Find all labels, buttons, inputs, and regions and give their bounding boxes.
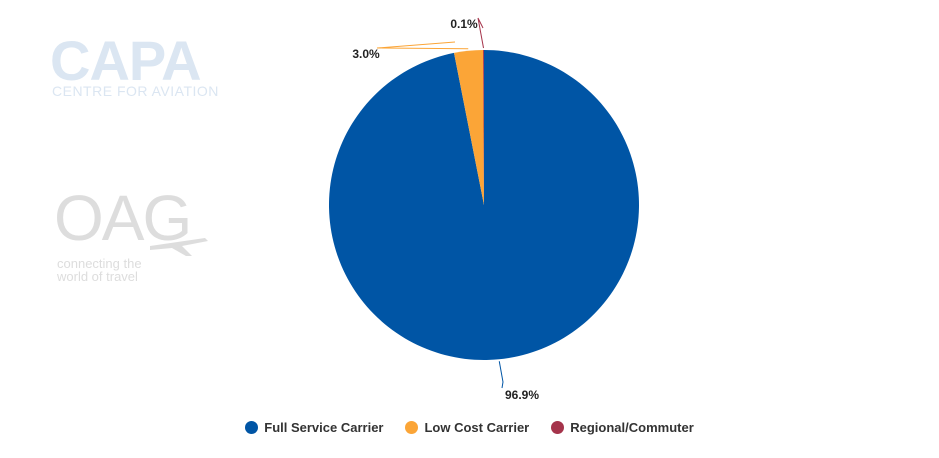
oag-watermark: OAG connecting the world of travel [54,182,208,284]
legend-swatch [245,421,259,434]
legend-item[interactable]: Full Service Carrier [245,420,383,435]
pie-slice-regional-commuter[interactable] [483,50,484,205]
data-label: 96.9% [505,388,539,402]
pie-slice-low-cost-carrier[interactable] [453,50,484,206]
legend-label: Low Cost Carrier [424,420,530,435]
legend-label: Regional/Commuter [570,420,694,435]
capa-logo-text: CAPA [50,29,201,92]
legend-label: Full Service Carrier [264,420,384,435]
legend: Full Service Carrier Low Cost Carrier Regi… [0,420,939,435]
oag-tagline-line-1: connecting the [57,256,142,271]
legend-item[interactable]: Regional/Commuter [551,420,694,435]
capa-watermark: CAPA CENTRE FOR AVIATION [50,29,219,99]
airplane-icon [150,238,208,256]
data-label: 3.0% [352,47,380,61]
pie-chart: 96.9% 3.0% 0.1% [329,17,639,402]
leader-line [498,361,504,389]
leader-line [376,41,469,50]
oag-tagline-line-2: world of travel [56,269,138,284]
legend-swatch [405,421,419,434]
leader-line [477,17,484,49]
oag-logo-text: OAG [54,182,190,254]
legend-swatch [551,421,565,434]
capa-subtitle-text: CENTRE FOR AVIATION [52,83,219,99]
legend-item[interactable]: Low Cost Carrier [405,420,529,435]
data-label: 0.1% [450,17,478,31]
